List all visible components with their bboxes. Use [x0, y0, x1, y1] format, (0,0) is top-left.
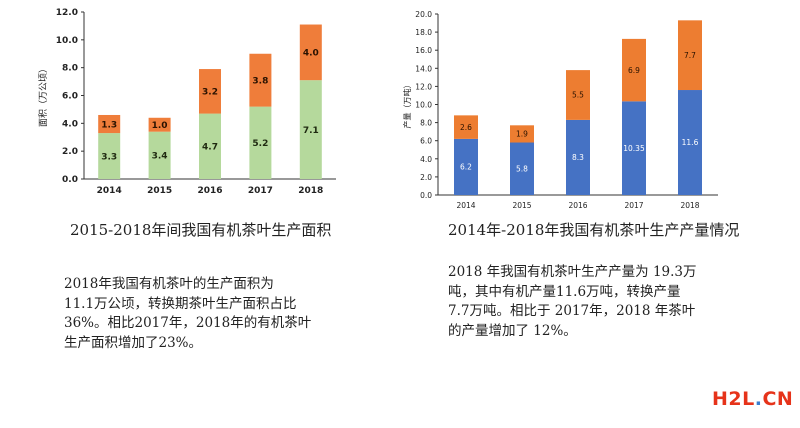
data-label: 3.4 — [152, 152, 168, 162]
area-chart-title: 2015-2018年间我国有机茶叶生产面积 — [70, 221, 332, 239]
output-description-line: 吨，其中有机产量11.6万吨，转换产量 — [448, 283, 681, 300]
y-tick-label: 10.0 — [56, 36, 78, 46]
x-tick-label: 2014 — [456, 201, 475, 210]
bar-segment — [566, 70, 590, 120]
x-tick-label: 2015 — [147, 186, 172, 196]
bar-segment — [199, 113, 221, 179]
output-chart: 0.0 2.0 4.0 6.0 8.0 10.0 12.0 14.0 16.0 18.0 20.0 产… — [402, 10, 718, 210]
x-tick-label: 2014 — [97, 186, 122, 196]
bar-segment — [249, 53, 272, 107]
y-tick-label: 4.0 — [420, 155, 432, 164]
y-tick-label: 0.0 — [420, 191, 432, 200]
output-chart-title: 2014年-2018年我国有机茶叶生产产量情况 — [448, 221, 740, 239]
data-label: 5.2 — [252, 139, 268, 149]
data-label: 5.5 — [572, 91, 584, 100]
y-tick-label: 4.0 — [62, 119, 78, 129]
watermark-part2: CN — [762, 388, 794, 410]
y-tick-label: 20.0 — [415, 10, 432, 19]
output-description-line: 2018 年我国有机茶叶生产产量为 19.3万 — [448, 264, 697, 280]
watermark-part1: H2L — [712, 388, 755, 410]
data-label: 6.2 — [460, 163, 472, 172]
data-label: 7.1 — [303, 126, 319, 136]
x-tick-label: 2017 — [248, 186, 273, 196]
area-description-line: 11.1万公顷，转换期茶叶生产面积占比 — [64, 295, 297, 312]
y-tick-label: 12.0 — [56, 8, 78, 18]
y-tick-label: 18.0 — [415, 28, 432, 37]
x-tick-label: 2018 — [298, 186, 323, 196]
bar-segment — [510, 125, 534, 143]
bar-segment — [148, 117, 171, 132]
y-tick-label: 8.0 — [62, 64, 78, 74]
bar-segment — [678, 90, 702, 195]
y-tick-label: 14.0 — [415, 64, 432, 73]
x-tick-label: 2015 — [512, 201, 531, 210]
y-tick-label: 12.0 — [415, 82, 432, 91]
x-tick-label: 2016 — [568, 201, 587, 210]
y-tick-label: 8.0 — [420, 119, 432, 128]
y-axis-label: 产量（万吨） — [402, 81, 412, 129]
bar-segment — [622, 101, 646, 195]
bar-segment — [299, 80, 322, 179]
area-description-line: 36%。相比2017年，2018年的有机茶叶 — [64, 315, 312, 331]
y-tick-label: 0.0 — [62, 175, 78, 185]
y-tick-label: 6.0 — [62, 92, 78, 102]
data-label: 10.35 — [623, 144, 645, 153]
y-axis-label: 面积（万公顷） — [37, 64, 49, 127]
bar-segment — [98, 114, 121, 134]
output-description-line: 7.7万吨。相比于 2017年，2018 年茶叶 — [448, 303, 696, 319]
bar-segment — [454, 138, 478, 195]
y-tick-label: 6.0 — [420, 137, 432, 146]
data-label: 3.8 — [252, 76, 268, 86]
output-description-line: 的产量增加了 12%。 — [448, 322, 577, 339]
bar-segment — [454, 115, 478, 139]
data-label: 7.7 — [684, 51, 696, 60]
x-tick-label: 2018 — [680, 201, 699, 210]
data-label: 5.8 — [516, 164, 528, 173]
x-tick-label: 2016 — [197, 186, 222, 196]
bar-segment — [299, 24, 322, 81]
bar-segment — [98, 133, 121, 179]
data-label: 4.7 — [202, 143, 218, 153]
data-label: 3.2 — [202, 88, 218, 98]
bar-segment — [510, 142, 534, 195]
bar-segment — [199, 69, 221, 114]
x-tick-label: 2017 — [624, 201, 643, 210]
bar-segment — [622, 38, 646, 102]
data-label: 1.3 — [101, 120, 117, 130]
output-description: 2018 年我国有机茶叶生产产量为 19.3万 吨，其中有机产量11.6万吨，转… — [448, 263, 768, 341]
bar-segment — [148, 131, 171, 179]
watermark-logo: H2L.CN — [712, 388, 793, 410]
bar-segment — [678, 20, 702, 91]
data-label: 1.9 — [516, 130, 528, 139]
data-label: 6.9 — [628, 66, 640, 75]
y-tick-label: 2.0 — [420, 173, 432, 182]
data-label: 11.6 — [682, 138, 699, 147]
watermark-dot: . — [754, 388, 763, 410]
y-tick-label: 16.0 — [415, 46, 432, 55]
area-description-line: 2018年我国有机茶叶的生产面积为 — [64, 276, 274, 292]
y-tick-label: 10.0 — [415, 101, 432, 110]
data-label: 2.6 — [460, 123, 472, 132]
bar-segment — [566, 119, 590, 195]
y-tick-label: 2.0 — [62, 147, 78, 157]
area-description: 2018年我国有机茶叶的生产面积为 11.1万公顷，转换期茶叶生产面积占比 36… — [64, 275, 384, 353]
area-description-line: 生产面积增加了23%。 — [64, 334, 203, 351]
data-label: 1.0 — [152, 121, 168, 131]
area-chart: 0.0 2.0 4.0 6.0 8.0 10.0 12.0 面积（万公顷） 3.3 1.3 2014… — [37, 8, 336, 196]
data-label: 4.0 — [303, 49, 319, 59]
data-label: 3.3 — [101, 152, 117, 162]
data-label: 8.3 — [572, 153, 584, 162]
bar-segment — [249, 106, 272, 179]
